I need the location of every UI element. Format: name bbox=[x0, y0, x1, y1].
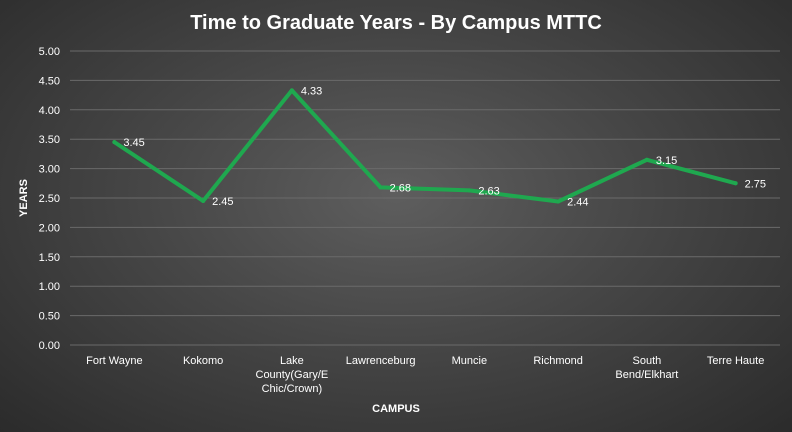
y-tick-label: 4.50 bbox=[39, 75, 60, 87]
y-tick-label: 2.50 bbox=[39, 193, 60, 205]
x-tick-label: Muncie bbox=[452, 355, 487, 367]
data-label: 3.45 bbox=[123, 137, 144, 149]
data-label: 2.44 bbox=[567, 197, 588, 209]
x-tick-label: County(Gary/E bbox=[256, 369, 329, 381]
data-point bbox=[467, 188, 472, 193]
y-tick-label: 2.00 bbox=[39, 222, 60, 234]
series-group bbox=[112, 88, 738, 204]
series-line bbox=[112, 88, 738, 204]
y-axis-title: YEARS bbox=[18, 179, 30, 217]
x-tick-label: Kokomo bbox=[183, 355, 223, 367]
x-tick-label: Lawrenceburg bbox=[346, 355, 416, 367]
x-tick-label: Lake bbox=[280, 355, 304, 367]
data-point bbox=[289, 88, 294, 93]
y-tick-label: 3.50 bbox=[39, 134, 60, 146]
data-label: 2.63 bbox=[478, 185, 499, 197]
data-point bbox=[556, 199, 561, 204]
y-tick-label: 1.00 bbox=[39, 281, 60, 293]
data-point bbox=[733, 181, 738, 186]
data-label: 2.75 bbox=[745, 178, 766, 190]
x-tick-label: Bend/Elkhart bbox=[615, 369, 678, 381]
data-label: 4.33 bbox=[301, 85, 322, 97]
x-tick-label: Chic/Crown) bbox=[262, 383, 323, 395]
y-tick-label: 0.50 bbox=[39, 311, 60, 323]
y-tick-label: 4.00 bbox=[39, 105, 60, 117]
y-tick-label: 0.00 bbox=[39, 340, 60, 352]
data-label: 2.45 bbox=[212, 196, 233, 208]
x-axis-title: CAMPUS bbox=[372, 403, 420, 415]
gridlines bbox=[70, 50, 780, 346]
data-labels: 3.45 2.45 4.33 2.68 2.63 2.44 3.15 2.75 bbox=[123, 85, 766, 208]
data-point bbox=[201, 198, 206, 203]
data-point bbox=[378, 185, 383, 190]
y-tick-label: 5.00 bbox=[39, 46, 60, 58]
chart-title: Time to Graduate Years - By Campus MTTC bbox=[190, 12, 602, 34]
x-tick-label: Terre Haute bbox=[707, 355, 764, 367]
y-tick-label: 1.50 bbox=[39, 252, 60, 264]
x-tick-label: Fort Wayne bbox=[86, 355, 142, 367]
x-tick-label: South bbox=[633, 355, 662, 367]
x-tick-label: Richmond bbox=[533, 355, 583, 367]
data-label: 3.15 bbox=[656, 155, 677, 167]
y-axis-ticks: 0.00 0.50 1.00 1.50 2.00 2.50 3.00 3.50 4.00 4.50… bbox=[39, 46, 60, 352]
y-tick-label: 3.00 bbox=[39, 164, 60, 176]
x-axis-ticks: Fort Wayne Kokomo Lake County(Gary/E Chic/Cr… bbox=[86, 355, 764, 395]
data-label: 2.68 bbox=[390, 182, 411, 194]
data-point bbox=[644, 157, 649, 162]
data-point bbox=[112, 140, 117, 145]
